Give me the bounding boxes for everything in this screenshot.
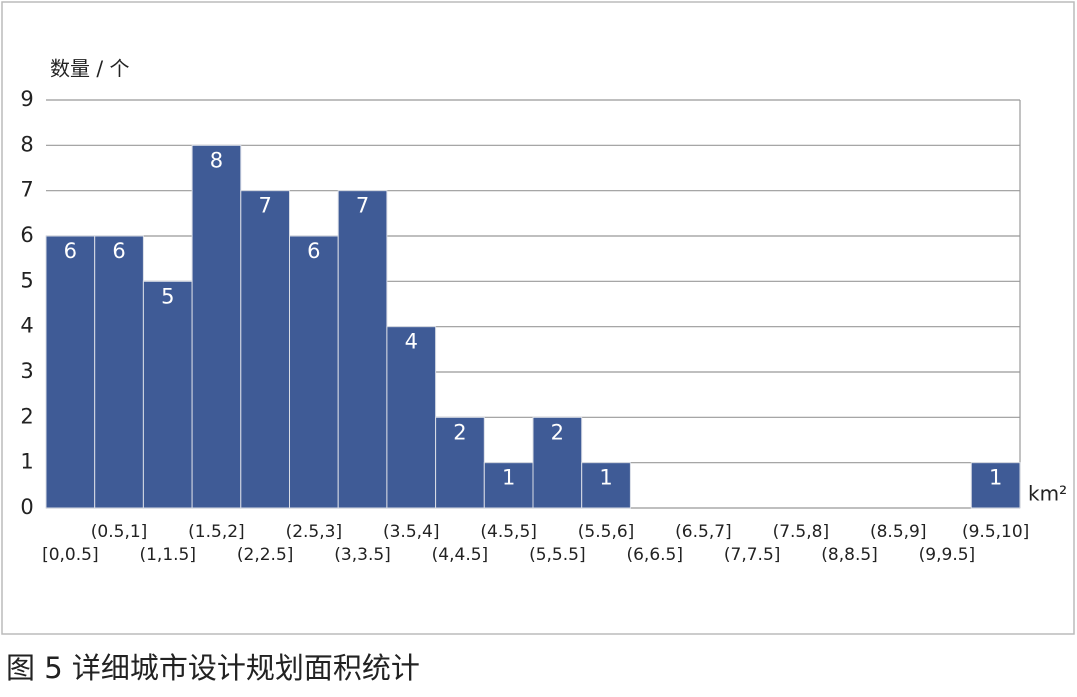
x-tick-label: (3.5,4] bbox=[383, 522, 440, 542]
x-tick-label: (2,2.5] bbox=[237, 545, 294, 565]
bar bbox=[581, 462, 631, 509]
bar bbox=[45, 235, 96, 509]
x-tick-label: (4.5,5] bbox=[480, 522, 537, 542]
data-label: 2 bbox=[453, 420, 466, 444]
x-tick-label: (6,6.5] bbox=[626, 545, 683, 565]
data-label: 4 bbox=[405, 330, 418, 354]
x-tick-label: (9.5,10] bbox=[962, 522, 1029, 542]
data-label: 7 bbox=[258, 194, 271, 218]
x-tick-label: (1,1.5] bbox=[139, 545, 196, 565]
y-axis-label: 数量 / 个 bbox=[50, 57, 129, 81]
y-tick-label: 2 bbox=[20, 404, 33, 428]
y-tick-label: 9 bbox=[20, 87, 33, 111]
x-tick-label: (1.5,2] bbox=[188, 522, 245, 542]
bar bbox=[142, 280, 193, 509]
x-tick-label: (9,9.5] bbox=[919, 545, 976, 565]
bar bbox=[970, 462, 1021, 509]
bar bbox=[337, 190, 388, 509]
data-label: 1 bbox=[599, 466, 612, 490]
bar bbox=[289, 235, 339, 509]
bar bbox=[191, 144, 242, 509]
x-tick-label: (5.5,6] bbox=[578, 522, 635, 542]
x-tick-label: (4,4.5] bbox=[432, 545, 489, 565]
x-tick-label: (5,5.5] bbox=[529, 545, 586, 565]
y-tick-label: 7 bbox=[20, 178, 33, 202]
data-label: 7 bbox=[356, 194, 369, 218]
caption: 图 5 详细城市设计规划面积统计 bbox=[6, 651, 420, 685]
y-tick-label: 0 bbox=[20, 495, 33, 519]
data-label: 2 bbox=[551, 420, 564, 444]
y-tick-label: 8 bbox=[20, 132, 33, 156]
x-tick-label: (0.5,1] bbox=[91, 522, 148, 542]
y-tick-label: 3 bbox=[20, 359, 33, 383]
bar bbox=[386, 326, 437, 509]
x-tick-label: (7,7.5] bbox=[724, 545, 781, 565]
y-tick-label: 4 bbox=[20, 314, 33, 338]
x-tick-label: (7.5,8] bbox=[773, 522, 830, 542]
data-label: 6 bbox=[112, 239, 125, 263]
x-tick-label: [0,0.5] bbox=[42, 545, 99, 565]
x-unit: km² bbox=[1028, 482, 1067, 506]
data-label: 6 bbox=[307, 239, 320, 263]
bar bbox=[240, 190, 291, 509]
data-label: 8 bbox=[210, 148, 223, 172]
bar bbox=[94, 235, 144, 509]
y-tick-label: 1 bbox=[20, 450, 33, 474]
x-tick-label: (8,8.5] bbox=[821, 545, 878, 565]
bar bbox=[532, 416, 583, 509]
data-label: 6 bbox=[64, 239, 77, 263]
y-tick-label: 6 bbox=[20, 223, 33, 247]
x-tick-label: (2.5,3] bbox=[286, 522, 343, 542]
y-tick-label: 5 bbox=[20, 268, 33, 292]
x-tick-label: (8.5,9] bbox=[870, 522, 927, 542]
data-label: 1 bbox=[502, 466, 515, 490]
bar bbox=[435, 416, 485, 509]
data-label: 1 bbox=[989, 466, 1002, 490]
data-label: 5 bbox=[161, 284, 174, 308]
x-tick-label: (6.5,7] bbox=[675, 522, 732, 542]
x-tick-label: (3,3.5] bbox=[334, 545, 391, 565]
